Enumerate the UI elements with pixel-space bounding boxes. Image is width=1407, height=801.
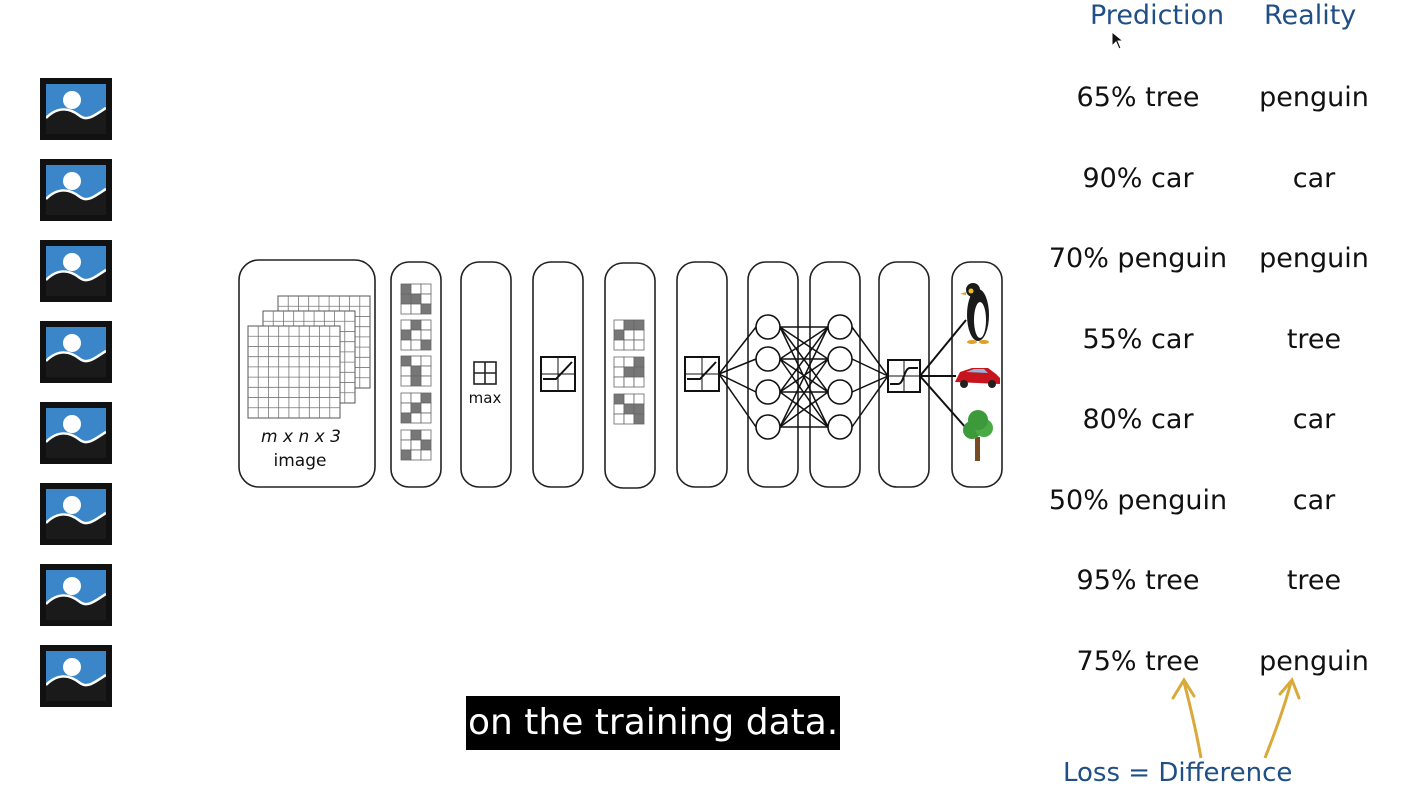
image-icon [46, 651, 106, 701]
reality-cell: car [1292, 485, 1336, 516]
input-dims-label: m x n x 3 [261, 427, 341, 447]
image-thumbnail [40, 564, 112, 626]
penguin-icon [960, 283, 989, 344]
image-thumbnail [40, 483, 112, 545]
image-icon [46, 165, 106, 215]
relu2-layer-box [676, 261, 728, 488]
prediction-cell: 55% car [1082, 324, 1194, 355]
output-connectors [919, 319, 967, 429]
relu2-icon [684, 356, 720, 392]
prediction-cell: 95% tree [1076, 565, 1200, 596]
reality-cell: tree [1286, 324, 1342, 355]
prediction-cell: 75% tree [1076, 646, 1200, 677]
conv2-filters [613, 319, 645, 425]
relu-icon [540, 356, 576, 392]
car-icon [955, 368, 1000, 388]
loss-label: Loss = Difference [1063, 758, 1293, 788]
dense-layer-box-1 [747, 261, 799, 488]
output-layer-box [951, 261, 1003, 488]
relu-layer-box [532, 261, 584, 488]
reality-cell: car [1292, 404, 1336, 435]
prediction-cell: 70% penguin [1048, 243, 1228, 274]
image-thumbnail [40, 159, 112, 221]
pool-icon [473, 361, 497, 385]
image-thumbnail [40, 645, 112, 707]
image-icon [46, 84, 106, 134]
mouse-cursor-icon [1111, 31, 1125, 50]
image-thumbnail [40, 402, 112, 464]
image-icon [46, 489, 106, 539]
conv2-layer-box [604, 262, 656, 489]
image-icon [46, 408, 106, 458]
image-icon [46, 327, 106, 377]
reality-cell: car [1292, 163, 1336, 194]
image-thumbnail [40, 321, 112, 383]
softmax-icon [887, 359, 921, 393]
reality-header: Reality [1264, 0, 1357, 31]
conv-filters [400, 283, 432, 461]
conv-layer-box [390, 261, 442, 488]
tree-icon [963, 410, 993, 461]
image-stack-grid [247, 295, 371, 419]
pool-layer-box [460, 261, 512, 488]
prediction-cell: 90% car [1082, 163, 1194, 194]
image-thumbnail [40, 78, 112, 140]
reality-cell: penguin [1259, 82, 1369, 113]
prediction-cell: 80% car [1082, 404, 1194, 435]
reality-cell: tree [1286, 565, 1342, 596]
reality-cell: penguin [1259, 646, 1369, 677]
prediction-header: Prediction [1090, 0, 1225, 31]
dense-connections [718, 314, 889, 440]
prediction-cell: 50% penguin [1048, 485, 1228, 516]
subtitle-caption: on the training data. [466, 696, 841, 750]
input-layer-box [238, 259, 376, 488]
input-image-label: image [274, 451, 327, 471]
image-icon [46, 246, 106, 296]
reality-cell: penguin [1259, 243, 1369, 274]
dense-layer-box-2 [809, 261, 861, 488]
image-thumbnail [40, 240, 112, 302]
pool-label: max [469, 389, 502, 407]
image-icon [46, 570, 106, 620]
softmax-layer-box [878, 261, 930, 488]
prediction-cell: 65% tree [1076, 82, 1200, 113]
